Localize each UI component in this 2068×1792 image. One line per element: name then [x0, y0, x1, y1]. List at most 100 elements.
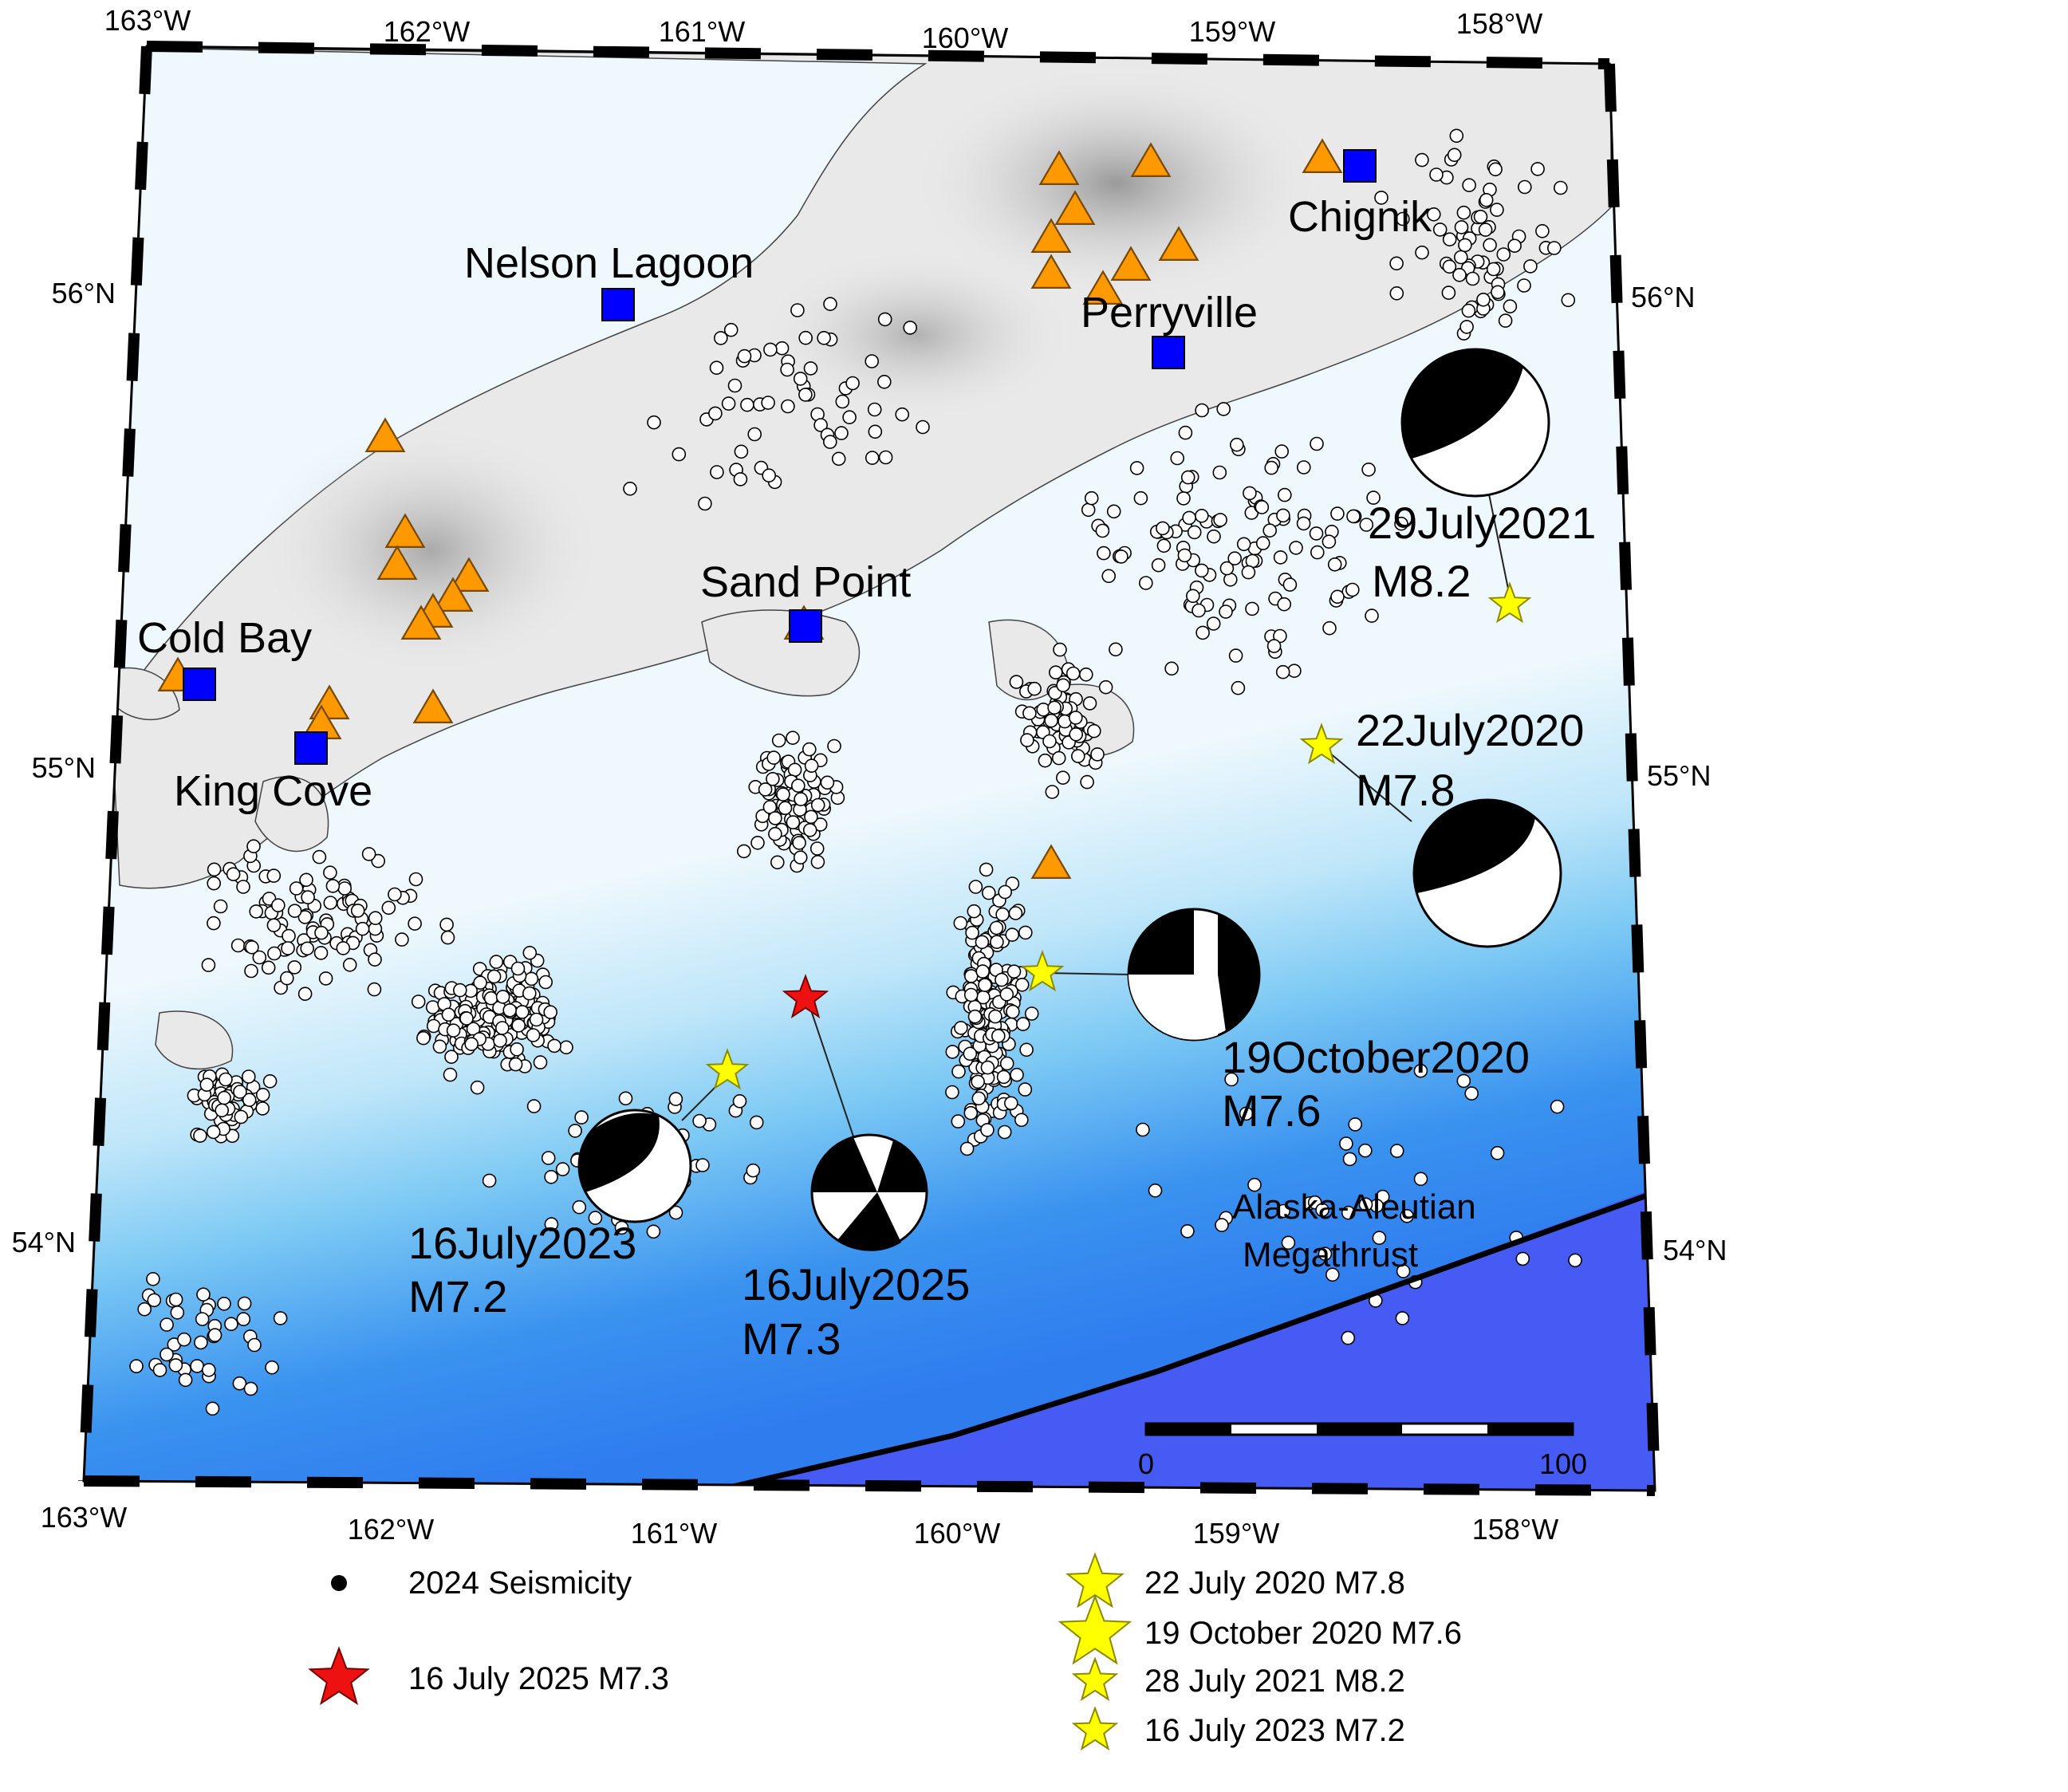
seismicity-dot	[217, 1090, 231, 1105]
latitude-labels-right: 56°N 55°N 54°N	[1631, 281, 1727, 1266]
seismicity-dot	[381, 900, 396, 916]
seismicity-dot	[541, 1151, 556, 1165]
seismicity-dot	[793, 372, 808, 386]
seismicity-dot	[989, 920, 1004, 935]
lat-label: 56°N	[1631, 281, 1695, 313]
seismicity-dot	[1359, 518, 1374, 532]
seismicity-dot	[1098, 679, 1113, 695]
town-label: Cold Bay	[137, 614, 312, 662]
lon-label: 160°W	[922, 22, 1008, 54]
seismicity-dot	[692, 1113, 707, 1128]
seismicity-dot	[1019, 1042, 1034, 1057]
seismicity-dot	[168, 1292, 183, 1307]
town-label: Sand Point	[700, 558, 911, 606]
beachball-icon	[1127, 908, 1261, 1042]
seismicity-dot	[803, 361, 818, 376]
seismicity-dot	[178, 1373, 193, 1388]
seismicity-dot	[1461, 303, 1476, 318]
seismicity-dot	[234, 1109, 249, 1124]
seismicity-dot	[1178, 425, 1193, 440]
seismicity-dot	[1215, 1218, 1229, 1232]
seismicity-dot	[963, 1046, 978, 1061]
star-icon	[1058, 1594, 1132, 1665]
seismicity-dot	[1014, 978, 1030, 992]
seismicity-dot	[823, 435, 837, 449]
seismicity-dot	[768, 811, 782, 825]
seismicity-dot	[737, 349, 752, 364]
seismicity-dot	[196, 1287, 211, 1302]
seismicity-dot	[1462, 178, 1476, 192]
seismicity-dot	[964, 969, 979, 983]
seismicity-dot	[224, 1317, 238, 1331]
seismicity-dot	[813, 418, 828, 432]
seismicity-dot	[367, 982, 382, 997]
seismicity-dot	[1228, 648, 1243, 663]
mountain-shading	[909, 64, 1324, 303]
beachball-icon	[810, 1133, 928, 1251]
seismicity-dot	[230, 938, 246, 953]
seismicity-dot	[668, 1092, 683, 1106]
seismicity-dot	[967, 904, 982, 919]
seismicity-dot	[1341, 1330, 1356, 1345]
seismicity-dot	[1310, 436, 1324, 451]
seismicity-dot	[1523, 259, 1538, 274]
seismicity-dot	[1051, 750, 1066, 766]
seismicity-dot	[975, 935, 990, 950]
seismicity-dot	[282, 928, 296, 943]
seismicity-dot	[489, 955, 504, 969]
seismicity-dot	[1456, 1073, 1471, 1089]
seismicity-dot	[1101, 569, 1116, 584]
seismicity-dot	[1243, 486, 1257, 501]
seismicity-dot	[1219, 561, 1235, 576]
seismicity-dot	[758, 782, 773, 797]
seismicity-dot	[1507, 238, 1522, 254]
town-marker-king-cove	[294, 731, 328, 765]
seismicity-dot	[1255, 536, 1270, 550]
seismicity-dot	[732, 1094, 747, 1109]
seismicity-dot	[195, 1312, 210, 1326]
seismicity-dot	[868, 424, 883, 439]
seismicity-dot	[245, 940, 259, 955]
focal-mechanisms	[577, 348, 1562, 1251]
seismicity-dot	[646, 1224, 661, 1239]
seismicity-dot	[1473, 209, 1488, 224]
seismicity-dot	[361, 847, 376, 861]
seismicity-dot	[792, 836, 806, 850]
seismicity-dot	[1192, 603, 1206, 618]
seismicity-dot	[1342, 1152, 1357, 1167]
seismicity-dot	[482, 1173, 497, 1188]
seismicity-dot	[522, 946, 538, 960]
seismicity-dot	[1139, 576, 1153, 590]
seismicity-dot	[1090, 747, 1105, 762]
seismicity-dot	[1255, 500, 1270, 514]
seismicity-dot	[1281, 1235, 1296, 1250]
seismicity-dot	[1277, 597, 1291, 612]
seismicity-dot	[1241, 565, 1256, 580]
seismicity-dot	[236, 1312, 251, 1326]
seismicity-dot	[945, 1085, 959, 1100]
seismicity-dot	[740, 397, 754, 412]
legend-seismicity: 2024 Seismicity	[408, 1566, 632, 1601]
seismicity-dot	[1341, 1205, 1356, 1220]
town-marker-cold-bay	[183, 668, 216, 701]
seismicity-dot	[502, 1003, 518, 1018]
seismicity-dot	[1056, 770, 1070, 786]
seismicity-dot	[408, 872, 423, 887]
seismicity-dot	[762, 468, 777, 483]
seismicity-dot	[827, 738, 841, 754]
seismicity-dot	[1010, 1067, 1024, 1082]
fault-label: Alaska-Aleutian Megathrust	[1232, 1187, 1476, 1274]
seismicity-dot	[1289, 541, 1303, 555]
seismicity-dot	[878, 450, 893, 465]
mountain-shading	[255, 423, 606, 678]
seismicity-dot	[823, 297, 837, 312]
seismicity-dot	[247, 1337, 262, 1353]
seismicity-dot	[793, 850, 808, 864]
seismicity-dot	[1372, 1231, 1387, 1245]
latitude-labels-left: 56°N 55°N 54°N	[12, 277, 116, 1258]
island	[111, 667, 180, 720]
seismicity-dot	[207, 1328, 223, 1342]
seismicity-dot	[1042, 734, 1057, 749]
seismicity-dot	[1561, 293, 1576, 308]
seismicity-dot	[1358, 1197, 1373, 1212]
